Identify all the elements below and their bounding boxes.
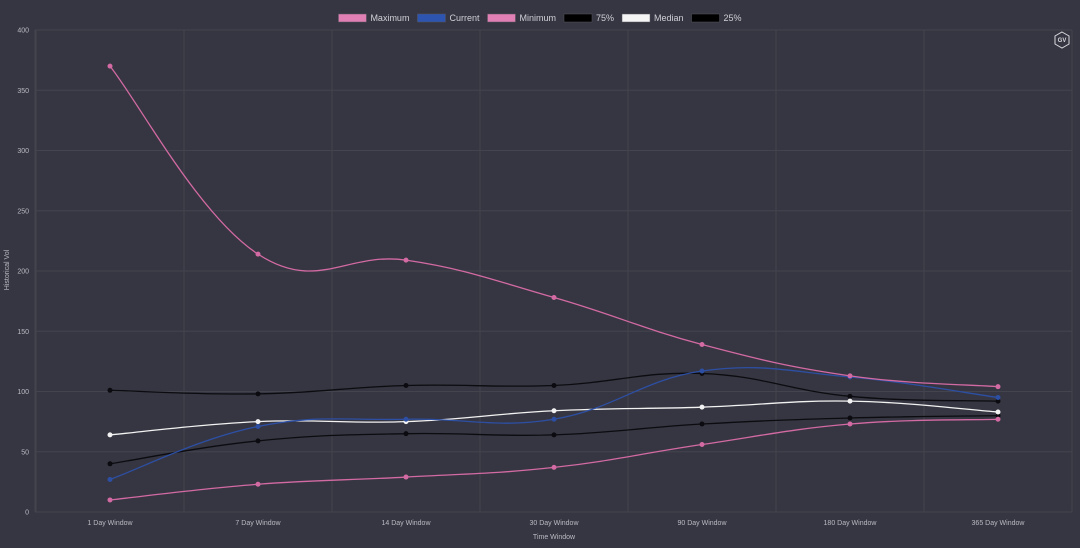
y-axis-title: Historical Vol — [4, 249, 11, 290]
data-point[interactable] — [255, 423, 261, 429]
data-point[interactable] — [995, 416, 1001, 422]
legend-swatch — [487, 13, 516, 23]
legend-item[interactable]: 75% — [563, 13, 614, 23]
series-line-0 — [109, 65, 999, 388]
data-point[interactable] — [107, 497, 113, 503]
x-axis-title: Time Window — [533, 534, 576, 541]
x-tick-label: 90 Day Window — [677, 520, 727, 527]
data-point[interactable] — [699, 404, 705, 410]
data-point[interactable] — [107, 476, 113, 482]
legend-item[interactable]: Current — [417, 13, 480, 23]
series-points — [107, 63, 1001, 503]
data-point[interactable] — [847, 415, 853, 421]
data-point[interactable] — [699, 368, 705, 374]
legend-swatch — [417, 13, 446, 23]
data-point[interactable] — [107, 461, 113, 467]
data-point[interactable] — [551, 432, 557, 438]
data-point[interactable] — [847, 373, 853, 379]
data-point[interactable] — [699, 342, 705, 348]
hexagon-icon — [1054, 31, 1070, 49]
legend-label: Median — [654, 13, 684, 23]
data-point[interactable] — [255, 438, 261, 444]
y-tick-label: 300 — [17, 148, 29, 155]
x-tick-label: 14 Day Window — [381, 520, 431, 527]
gv-logo-button[interactable]: GV — [1054, 31, 1070, 49]
legend: Maximum Current Minimum 75% Median 25% — [338, 13, 742, 23]
data-point[interactable] — [255, 419, 261, 425]
data-point[interactable] — [847, 398, 853, 404]
legend-label: 75% — [596, 13, 614, 23]
data-point[interactable] — [699, 421, 705, 427]
y-axis-ticks: 0 50 100 150 200 250 300 350 400 — [17, 28, 29, 517]
legend-label: Current — [449, 13, 480, 23]
data-point[interactable] — [403, 431, 409, 437]
data-point[interactable] — [995, 395, 1001, 401]
y-tick-label: 350 — [17, 88, 29, 95]
legend-label: 25% — [724, 13, 742, 23]
data-point[interactable] — [995, 409, 1001, 415]
y-tick-label: 400 — [17, 28, 29, 35]
legend-swatch — [691, 13, 720, 23]
data-point[interactable] — [551, 416, 557, 422]
x-tick-label: 180 Day Window — [824, 520, 878, 527]
data-point[interactable] — [403, 257, 409, 263]
x-tick-label: 1 Day Window — [87, 520, 133, 527]
y-tick-label: 200 — [17, 269, 29, 276]
data-point[interactable] — [551, 295, 557, 301]
data-point[interactable] — [551, 408, 557, 414]
x-axis-ticks: 1 Day Window 7 Day Window 14 Day Window 30 … — [87, 520, 1025, 527]
data-point[interactable] — [403, 382, 409, 388]
data-point[interactable] — [255, 251, 261, 257]
data-point[interactable] — [255, 481, 261, 487]
legend-item[interactable]: Maximum — [338, 13, 409, 23]
data-point[interactable] — [847, 421, 853, 427]
legend-label: Minimum — [519, 13, 556, 23]
data-point[interactable] — [551, 464, 557, 470]
data-point[interactable] — [403, 416, 409, 422]
legend-label: Maximum — [370, 13, 409, 23]
series-line-2 — [109, 418, 999, 501]
x-tick-label: 365 Day Window — [972, 520, 1026, 527]
data-point[interactable] — [995, 384, 1001, 390]
y-tick-label: 50 — [21, 449, 29, 456]
legend-item[interactable]: Minimum — [487, 13, 556, 23]
data-point[interactable] — [699, 442, 705, 448]
legend-swatch — [621, 13, 651, 23]
legend-swatch — [563, 13, 593, 23]
x-tick-label: 7 Day Window — [235, 520, 281, 527]
data-point[interactable] — [403, 474, 409, 480]
legend-item[interactable]: 25% — [691, 13, 742, 23]
data-point[interactable] — [847, 393, 853, 399]
data-point[interactable] — [107, 63, 113, 69]
legend-item[interactable]: Median — [621, 13, 684, 23]
data-point[interactable] — [551, 382, 557, 388]
y-tick-label: 100 — [17, 389, 29, 396]
data-point[interactable] — [107, 432, 113, 438]
y-tick-label: 150 — [17, 329, 29, 336]
x-tick-label: 30 Day Window — [529, 520, 579, 527]
legend-swatch — [338, 13, 367, 23]
data-point[interactable] — [107, 387, 113, 393]
data-point[interactable] — [255, 391, 261, 397]
y-tick-label: 0 — [25, 510, 29, 517]
y-tick-label: 250 — [17, 208, 29, 215]
grid — [34, 29, 1073, 513]
badge-label: GV — [1058, 38, 1067, 44]
